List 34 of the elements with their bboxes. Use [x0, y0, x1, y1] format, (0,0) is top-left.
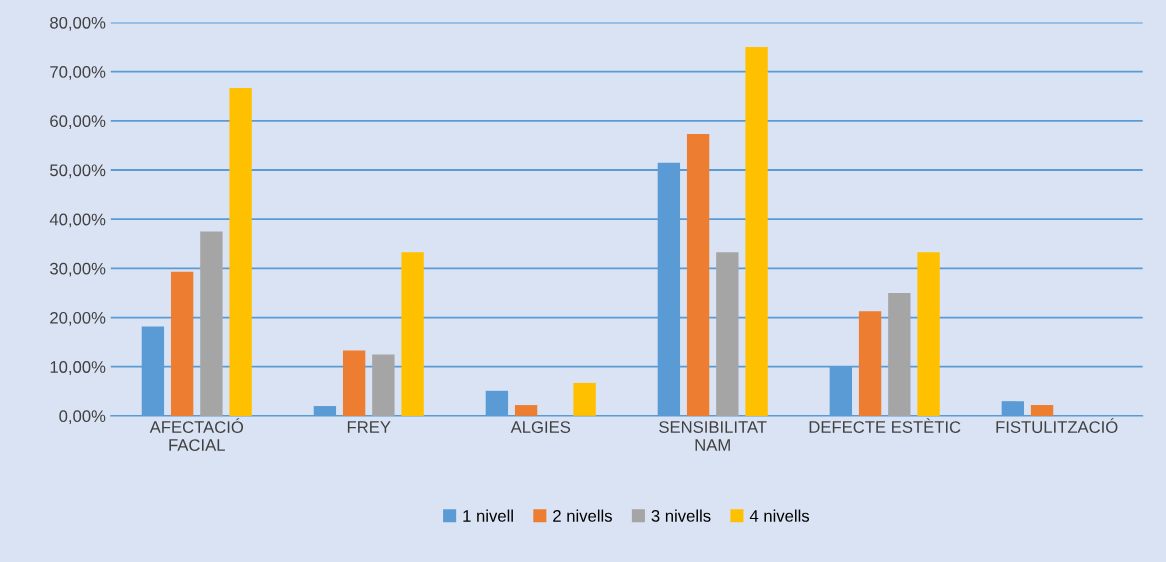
y-tick-label: 30,00% [50, 262, 106, 277]
x-tick-label: ALGIES [510, 421, 571, 433]
bar [342, 350, 366, 416]
legend-label: 3 nivells [651, 509, 711, 522]
y-tick-label: 70,00% [50, 66, 106, 80]
bar [745, 47, 768, 416]
bar [372, 354, 395, 416]
y-tick-label: 40,00% [49, 213, 106, 228]
legend-label: 1 nivell [463, 509, 513, 522]
bar [200, 231, 223, 416]
bar [573, 382, 596, 416]
y-tick-label: 80,00% [50, 16, 106, 31]
x-tick-label: SENSIBILITAT NAM [659, 421, 767, 451]
y-tick-label: 50,00% [50, 164, 106, 179]
x-tick-label: FISTULITZACIÓ [996, 418, 1118, 433]
bar [170, 271, 194, 416]
x-tick-label: DEFECTE ESTÈTIC [809, 418, 961, 433]
bar [858, 311, 882, 416]
y-tick-label: 0,00% [59, 410, 106, 425]
bar [888, 292, 911, 416]
legend-label: 2 nivells [553, 509, 612, 522]
bar [1030, 405, 1054, 416]
bar [401, 252, 424, 416]
bar [229, 87, 252, 416]
y-tick-label: 20,00% [50, 311, 106, 326]
x-tick-label: FREY [347, 421, 391, 433]
y-tick-label: 10,00% [50, 361, 106, 375]
bar [716, 252, 739, 416]
y-tick-label: 60,00% [50, 115, 106, 129]
x-tick-label: AFECTACIÓ FACIAL [149, 418, 244, 451]
bar [686, 134, 710, 416]
bar [514, 405, 538, 416]
bar [917, 252, 940, 416]
legend-label: 4 nivells [749, 509, 810, 522]
